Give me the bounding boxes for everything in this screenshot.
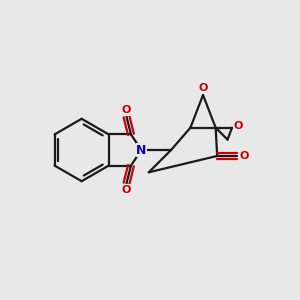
Text: O: O	[122, 105, 131, 115]
Text: O: O	[239, 151, 249, 161]
Text: O: O	[122, 185, 131, 195]
Text: O: O	[234, 121, 243, 131]
Text: N: N	[136, 143, 146, 157]
Text: O: O	[198, 83, 208, 94]
